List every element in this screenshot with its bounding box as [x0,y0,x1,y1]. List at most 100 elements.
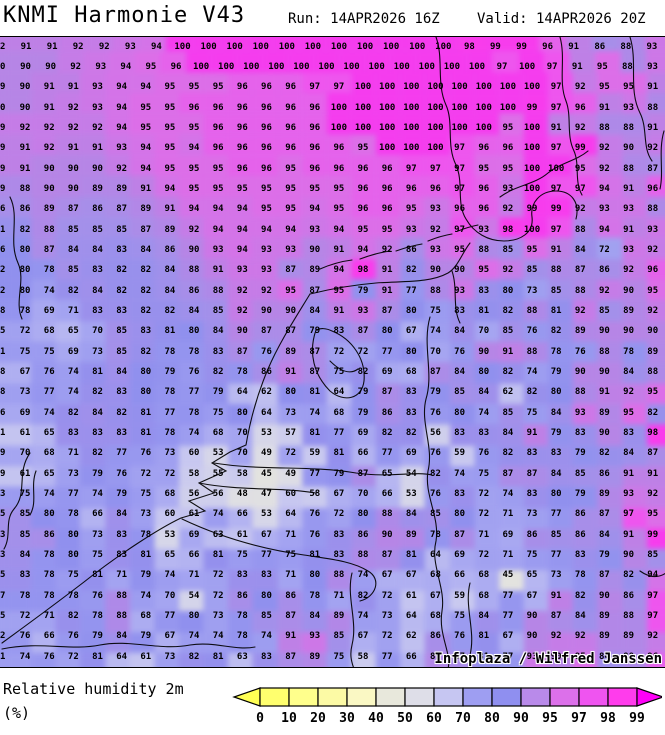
humidity-value: 85 [599,305,610,316]
humidity-cell-color [597,403,623,425]
humidity-cell-color [203,300,229,321]
humidity-value: 64 [236,387,248,398]
humidity-cell-color [622,258,647,280]
humidity-cell-color [113,37,140,52]
humidity-cell-color [538,37,566,52]
humidity-value: 91 [381,265,393,276]
humidity-value: 80 [19,285,31,296]
humidity-value: 83 [454,427,466,438]
legend-tick-label: 20 [310,711,326,726]
humidity-value: 96 [478,204,490,215]
humidity-cell-color [55,300,81,321]
humidity-value: 84 [454,326,466,337]
humidity-value: 95 [647,509,659,520]
humidity-cell-color [622,445,647,467]
humidity-value: 94 [140,163,152,174]
humidity-cell-color [178,217,204,239]
humidity-cell-color [160,51,186,73]
humidity-value: 93 [599,204,610,215]
humidity-cell-color [80,300,106,321]
humidity-cell-color [55,196,81,218]
humidity-cell-color [80,320,106,342]
humidity-value: 47 [261,488,272,499]
humidity-cell-color [236,51,263,73]
humidity-cell-color [105,466,130,487]
humidity-value: 88 [116,590,128,601]
humidity-value: 82 [623,570,634,581]
humidity-value: 95 [599,82,610,93]
humidity-value: 87 [381,305,393,316]
humidity-cell-color [272,37,300,52]
humidity-cell-color [31,92,56,114]
parameter-unit: (%) [3,704,31,722]
humidity-value: 90 [599,427,610,438]
humidity-value: 96 [357,183,369,194]
humidity-cell-color [425,217,450,239]
humidity-value: 100 [475,122,492,133]
humidity-cell-color [499,72,524,93]
humidity-value: 91 [623,529,634,540]
model-title: KNMI Harmonie V43 [3,3,246,28]
humidity-cell-color [129,341,155,363]
humidity-cell-color [55,279,81,301]
humidity-cell-color [449,238,475,259]
humidity-value: 74 [430,326,441,337]
humidity-value: 80 [140,387,152,398]
humidity-cell-color [523,507,549,529]
humidity-value: 78 [309,590,321,601]
humidity-cell-color [277,113,303,135]
humidity-value: 63 [236,651,248,662]
humidity-value: 99 [647,529,659,540]
humidity-cell-color [302,632,327,653]
humidity-cell-color [425,424,450,446]
humidity-value: 96 [285,122,297,133]
frisian-coast [309,242,471,295]
humidity-cell-color [129,134,155,156]
humidity-value: 95 [502,122,514,133]
humidity-value: 53 [164,529,176,540]
humidity-value: 74 [140,590,152,601]
humidity-cell-color [474,134,500,156]
humidity-cell-color [6,175,32,197]
humidity-cell-color [425,507,450,529]
humidity-cell-color [108,51,135,73]
humidity-cell-color [646,72,665,93]
humidity-value: 94 [188,204,200,215]
humidity-cell-color [228,92,253,114]
humidity-value: 2 [0,41,6,52]
humidity-cell-color [203,155,229,176]
humidity-cell-color [375,362,401,384]
humidity-cell-color [105,528,130,550]
humidity-cell-color [400,155,426,176]
humidity-value: 94 [647,570,659,581]
humidity-value: 75 [43,346,55,357]
humidity-value: 88 [574,387,586,398]
humidity-value: 83 [574,549,586,560]
humidity-cell-color [474,590,500,612]
humidity-value: 100 [427,143,444,154]
humidity-value: 72 [333,346,345,357]
humidity-cell-color [499,217,524,239]
humidity-cell-color [31,507,56,529]
humidity-value: 90 [43,183,55,194]
humidity-value: 88 [647,102,659,113]
humidity-value: 82 [212,366,224,377]
humidity-cell-color [228,113,253,135]
humidity-cell-color [129,72,155,93]
humidity-cell-color [548,652,573,667]
humidity-value: 92 [647,143,659,154]
humidity-cell-color [425,528,450,550]
humidity-cell-color [548,341,573,363]
humidity-value: 81 [140,427,152,438]
humidity-cell-color [449,258,475,280]
humidity-value: 67 [526,590,538,601]
humidity-cell-color [228,590,253,612]
humidity-value: 93 [92,82,103,93]
humidity-cell-color [277,424,303,446]
humidity-cell-color [499,652,524,667]
humidity-cell-color [0,383,7,404]
humidity-cell-color [86,37,114,52]
humidity-value: 69 [357,427,369,438]
humidity-value: 79 [164,366,176,377]
legend-segment [462,687,493,707]
